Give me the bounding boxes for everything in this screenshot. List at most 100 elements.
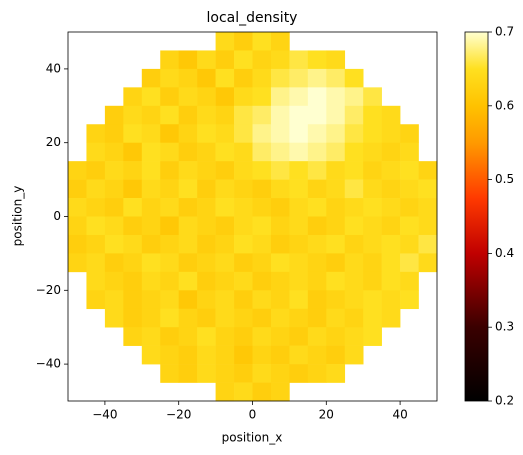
heatmap-cell	[326, 68, 346, 88]
heatmap-cell	[363, 253, 382, 273]
heatmap-cell	[326, 105, 346, 125]
heatmap-cell	[344, 124, 364, 143]
heatmap-cell	[326, 308, 346, 328]
heatmap-cell	[400, 216, 419, 236]
heatmap-cell	[123, 161, 143, 180]
heatmap-cell	[234, 271, 253, 291]
colorbar-tick-label: 0.5	[495, 172, 514, 186]
heatmap-cell	[197, 364, 216, 383]
heatmap-cell	[141, 216, 161, 236]
heatmap-cell	[215, 216, 235, 236]
heatmap-cell	[289, 216, 309, 236]
heatmap-cell	[123, 216, 143, 236]
heatmap-cell	[252, 290, 272, 310]
colorbar-tick-label: 0.7	[495, 25, 514, 39]
heatmap-cell	[141, 253, 161, 273]
heatmap-cell	[123, 179, 143, 199]
heatmap-cell	[160, 327, 179, 346]
heatmap-cell	[197, 87, 216, 107]
heatmap-cell	[418, 234, 438, 254]
y-tick-label: 0	[53, 209, 61, 223]
heatmap-cell	[381, 142, 401, 162]
heatmap-cell	[270, 105, 290, 125]
heatmap-cell	[178, 87, 198, 107]
heatmap-cell	[215, 179, 235, 199]
heatmap-cell	[68, 179, 87, 199]
heatmap-cell	[344, 327, 364, 346]
heatmap-cell	[307, 216, 327, 236]
heatmap-cell	[160, 253, 179, 273]
heatmap-cell	[400, 142, 419, 162]
heatmap-cell	[326, 345, 346, 365]
heatmap-cell	[252, 271, 272, 291]
heatmap-cell	[326, 161, 346, 180]
heatmap-cell	[141, 198, 161, 217]
heatmap-cell	[215, 271, 235, 291]
heatmap-cell	[289, 161, 309, 180]
colorbar-tick-label: 0.3	[495, 320, 514, 334]
heatmap-cell	[252, 253, 272, 273]
heatmap-cell	[344, 234, 364, 254]
heatmap-cell	[160, 124, 179, 143]
heatmap-cell	[307, 87, 327, 107]
heatmap-cell	[400, 253, 419, 273]
heatmap-cell	[104, 234, 124, 254]
heatmap-cell	[86, 124, 106, 143]
heatmap-cell	[160, 290, 179, 310]
heatmap-cell	[252, 198, 272, 217]
heatmap-cell	[289, 364, 309, 383]
heatmap-cell	[418, 216, 438, 236]
heatmap-cell	[234, 308, 253, 328]
heatmap-cell	[289, 124, 309, 143]
heatmap-cell	[252, 87, 272, 107]
x-axis-label: position_x	[222, 431, 283, 445]
heatmap-cell	[252, 161, 272, 180]
heatmap-cell	[141, 327, 161, 346]
heatmap-cell	[307, 68, 327, 88]
heatmap-cell	[215, 124, 235, 143]
heatmap-cell	[400, 290, 419, 310]
heatmap-cell	[270, 382, 290, 402]
heatmap-cell	[363, 308, 382, 328]
heatmap-cell	[234, 142, 253, 162]
heatmap-cell	[215, 161, 235, 180]
heatmap-cell	[123, 290, 143, 310]
heatmap-cell	[160, 179, 179, 199]
heatmap-cell	[197, 216, 216, 236]
heatmap-cell	[270, 124, 290, 143]
heatmap-cell	[178, 271, 198, 291]
heatmap-cell	[123, 327, 143, 346]
heatmap-cell	[252, 124, 272, 143]
x-tick-label: 0	[249, 408, 257, 422]
heatmap-cell	[123, 124, 143, 143]
heatmap-cell	[197, 271, 216, 291]
heatmap-cell	[104, 198, 124, 217]
heatmap-cell	[197, 253, 216, 273]
heatmap-cell	[197, 198, 216, 217]
heatmap-cell	[234, 105, 253, 125]
heatmap-cell	[363, 179, 382, 199]
heatmap-cell	[289, 271, 309, 291]
heatmap-cell	[289, 290, 309, 310]
heatmap-cell	[234, 161, 253, 180]
heatmap-cell	[326, 290, 346, 310]
heatmap-cell	[326, 216, 346, 236]
heatmap-cell	[344, 271, 364, 291]
heatmap-cell	[86, 253, 106, 273]
heatmap-cell	[270, 198, 290, 217]
heatmap-cell	[178, 142, 198, 162]
heatmap-cell	[123, 271, 143, 291]
heatmap-cell	[400, 179, 419, 199]
heatmap-cell	[400, 198, 419, 217]
heatmap-cell	[381, 161, 401, 180]
heatmap-cell	[215, 32, 235, 51]
heatmap-cell	[197, 161, 216, 180]
heatmap-cell	[270, 345, 290, 365]
heatmap-cell	[400, 271, 419, 291]
heatmap-cell	[289, 179, 309, 199]
chart-title: local_density	[207, 10, 298, 26]
heatmap-cell	[86, 290, 106, 310]
heatmap-cell	[289, 345, 309, 365]
heatmap-cell	[307, 253, 327, 273]
heatmap-cell	[141, 105, 161, 125]
